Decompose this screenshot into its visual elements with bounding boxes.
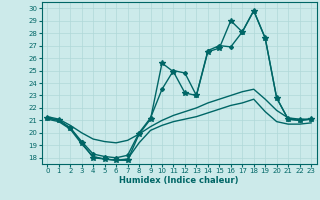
X-axis label: Humidex (Indice chaleur): Humidex (Indice chaleur) xyxy=(119,176,239,185)
